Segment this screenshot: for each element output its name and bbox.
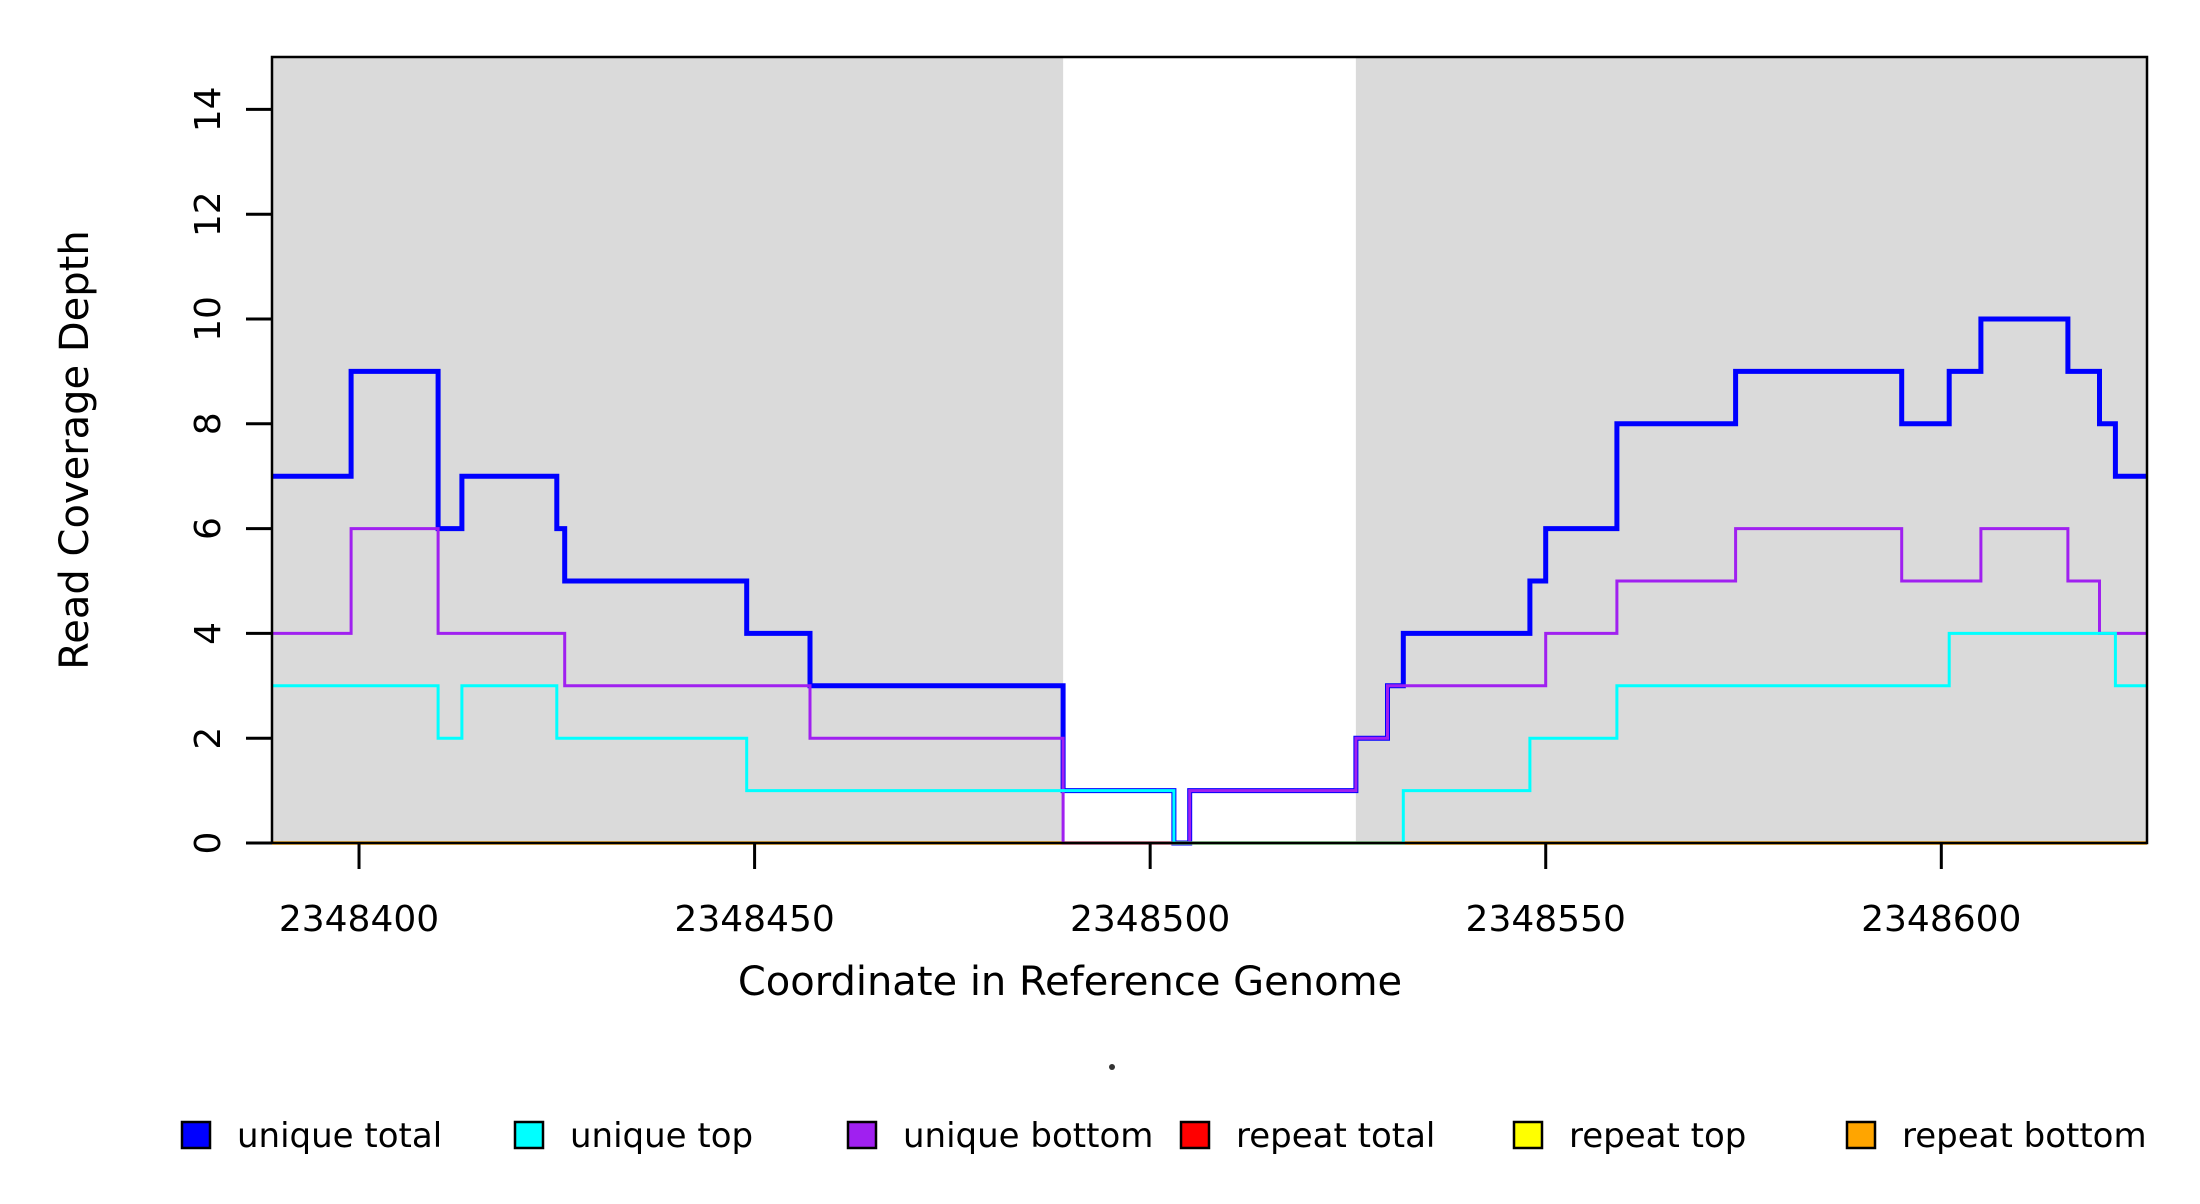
shaded-region bbox=[272, 57, 1064, 843]
legend-label: repeat top bbox=[1569, 1116, 1746, 1156]
y-tick-label: 10 bbox=[188, 296, 229, 342]
legend-item-unique-top: unique top bbox=[513, 1116, 753, 1156]
series-line-unique-bottom bbox=[272, 527, 2147, 845]
x-tick-label: 2348500 bbox=[1070, 899, 1230, 940]
legend-item-unique-bottom: unique bottom bbox=[846, 1116, 1153, 1156]
legend-swatch-unique-total bbox=[180, 1120, 212, 1150]
legend-swatch-repeat-top bbox=[1512, 1120, 1544, 1150]
y-axis-title: Read Coverage Depth bbox=[52, 230, 98, 669]
y-tick-label: 14 bbox=[188, 86, 229, 132]
y-tick-label: 6 bbox=[188, 517, 229, 540]
legend-swatch-unique-bottom bbox=[846, 1120, 878, 1150]
y-tick-label: 12 bbox=[188, 191, 229, 237]
stray-dot bbox=[1109, 1064, 1115, 1070]
legend-item-unique-total: unique total bbox=[180, 1116, 442, 1156]
legend-item-repeat-total: repeat total bbox=[1179, 1116, 1435, 1156]
shaded-region bbox=[1355, 57, 2147, 843]
y-tick-label: 0 bbox=[188, 832, 229, 855]
legend-swatch-unique-top bbox=[513, 1120, 545, 1150]
legend-label: unique top bbox=[570, 1116, 753, 1156]
y-tick-label: 4 bbox=[188, 622, 229, 645]
x-tick-label: 2348400 bbox=[279, 899, 439, 940]
legend-swatch-repeat-bottom bbox=[1845, 1120, 1877, 1150]
legend-label: repeat total bbox=[1236, 1116, 1435, 1156]
x-tick-label: 2348600 bbox=[1861, 899, 2021, 940]
x-tick-label: 2348550 bbox=[1466, 899, 1626, 940]
x-tick-label: 2348450 bbox=[674, 899, 834, 940]
legend-label: unique bottom bbox=[903, 1116, 1153, 1156]
x-axis-title: Coordinate in Reference Genome bbox=[738, 959, 1402, 1005]
x-axis: 2348400 2348450 2348500 2348550 2348600 bbox=[279, 843, 2021, 940]
legend-label: repeat bottom bbox=[1902, 1116, 2147, 1156]
y-tick-label: 2 bbox=[188, 727, 229, 750]
legend-label: unique total bbox=[237, 1116, 442, 1156]
y-tick-label: 8 bbox=[188, 412, 229, 435]
legend: unique total unique top unique bottom repea… bbox=[180, 1116, 2147, 1156]
legend-item-repeat-top: repeat top bbox=[1512, 1116, 1746, 1156]
plot-frame bbox=[270, 55, 2149, 845]
shaded-regions-layer bbox=[272, 57, 2147, 843]
y-axis: 0 2 4 6 8 10 12 14 bbox=[188, 86, 272, 854]
legend-swatch-repeat-total bbox=[1179, 1120, 1211, 1150]
legend-item-repeat-bottom: repeat bottom bbox=[1845, 1116, 2147, 1156]
